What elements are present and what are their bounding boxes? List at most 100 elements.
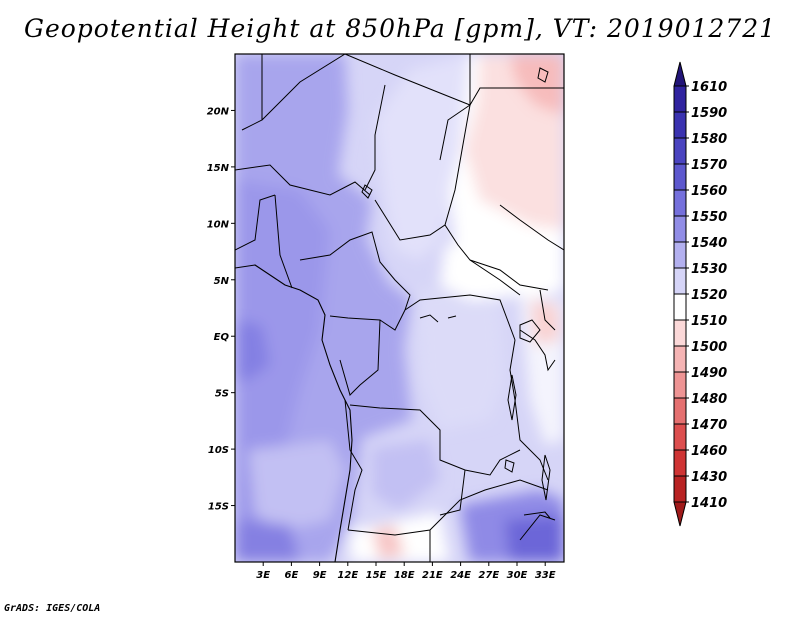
colorbar-swatch — [673, 475, 687, 503]
border-sudan-south — [469, 259, 549, 291]
map-title: Geopotential Height at 850hPa [gpm], VT:… — [23, 14, 777, 43]
colorbar-swatch — [673, 163, 687, 191]
field-chad-light — [375, 54, 470, 260]
lon-tick-label: 9E — [313, 570, 327, 581]
colorbar-swatch — [673, 189, 687, 217]
border-niger-south — [235, 164, 371, 196]
colorbar-swatch — [673, 267, 687, 295]
colorbar-swatch — [673, 449, 687, 477]
border-drc-east — [509, 339, 549, 481]
colorbar-label: 1570 — [691, 158, 727, 173]
colorbar-label: 1540 — [691, 236, 727, 251]
colorbar: 1610 1590 1580 1570 1560 1550 1540 1530 1520 1510… — [673, 61, 727, 527]
border-chad-car — [374, 199, 521, 296]
lat-tick-label: 10N — [207, 219, 230, 230]
border-angola-west — [344, 399, 363, 531]
border-west — [235, 194, 276, 251]
lon-axis: 3E 6E 9E 12E 15E 18E 21E 24E 27E 30E 33E — [256, 562, 556, 581]
colorbar-swatch — [673, 215, 687, 243]
lon-tick-label: 21E — [422, 570, 443, 581]
field-se-dark — [505, 515, 564, 562]
lon-tick-label: 24E — [450, 570, 471, 581]
colorbar-under-arrow — [673, 501, 687, 527]
lon-tick-label: 3E — [256, 570, 270, 581]
border-drc-south — [349, 404, 521, 476]
lake-nasser — [537, 67, 549, 83]
colorbar-swatch — [673, 137, 687, 165]
border-niger-chad — [364, 84, 386, 191]
lon-tick-label: 30E — [507, 570, 528, 581]
river-segment-a — [419, 314, 439, 323]
colorbar-label: 1410 — [691, 496, 727, 511]
lat-tick-label: 15N — [207, 163, 230, 174]
colorbar-label: 1560 — [691, 184, 727, 199]
border-libya-niger — [344, 54, 471, 106]
lake-malawi — [541, 454, 551, 501]
colorbar-label: 1520 — [691, 288, 727, 303]
colorbar-swatch — [673, 345, 687, 373]
colorbar-label: 1480 — [691, 392, 727, 407]
lat-tick-label: 20N — [207, 106, 230, 117]
lon-tick-label: 12E — [337, 570, 358, 581]
colorbar-label: 1590 — [691, 106, 727, 121]
border-angola-south — [347, 479, 549, 536]
lake-victoria — [519, 319, 541, 343]
border-zambezi — [519, 514, 556, 541]
lat-tick-label: 5N — [214, 276, 230, 287]
lake-chad — [361, 184, 373, 199]
colorbar-over-arrow — [673, 61, 687, 87]
colorbar-label: 1500 — [691, 340, 727, 355]
lake-kariba — [523, 511, 551, 519]
lon-tick-label: 15E — [366, 570, 387, 581]
colorbar-label: 1530 — [691, 262, 727, 277]
colorbar-label: 1490 — [691, 366, 727, 381]
field-gabon-dark — [235, 320, 270, 380]
field-zambia-light — [372, 440, 440, 510]
colorbar-swatch — [673, 111, 687, 139]
credit-label: GrADS: IGES/COLA — [4, 603, 101, 614]
border-uganda — [539, 289, 556, 331]
river-segment-b — [447, 315, 457, 319]
border-zambia — [439, 469, 466, 516]
colorbar-swatch — [673, 241, 687, 269]
colorbar-label: 1430 — [691, 470, 727, 485]
colorbar-swatch — [673, 397, 687, 425]
colorbar-label: 1580 — [691, 132, 727, 147]
lake-mweru — [504, 459, 515, 473]
colorbar-swatch — [673, 85, 687, 113]
lat-tick-label: EQ — [214, 332, 230, 343]
field-sw-dark — [235, 520, 300, 562]
border-congo-gabon — [339, 319, 381, 396]
lat-tick-label: 10S — [208, 445, 229, 456]
border-egypt-sudan — [469, 54, 564, 107]
colorbar-swatch — [673, 371, 687, 399]
colorbar-swatch — [673, 293, 687, 321]
colorbar-label: 1550 — [691, 210, 727, 225]
lake-tanganyika — [507, 374, 517, 421]
colorbar-label: 1610 — [691, 80, 727, 95]
lon-tick-label: 33E — [535, 570, 556, 581]
coastline — [235, 264, 353, 562]
border-algeria-niger — [261, 54, 346, 121]
map-frame — [234, 53, 565, 563]
lat-axis: 20N 15N 10N 5N EQ 5S 10S 15S — [207, 106, 235, 513]
border-nigeria-cameroon — [299, 231, 411, 311]
lon-tick-label: 6E — [285, 570, 299, 581]
lon-tick-label: 27E — [478, 570, 499, 581]
border-south-sudan — [499, 204, 564, 251]
border-sudan-inner — [439, 104, 471, 161]
colorbar-label: 1460 — [691, 444, 727, 459]
lon-tick-label: 18E — [394, 570, 415, 581]
border-rwanda — [519, 329, 556, 372]
colorbar-label: 1470 — [691, 418, 727, 433]
field-car-white — [440, 245, 530, 300]
colorbar-label: 1510 — [691, 314, 727, 329]
border-drc-north — [404, 294, 516, 341]
field-south-white — [350, 512, 450, 562]
field-ne-red — [510, 54, 564, 115]
field-angola-light — [248, 440, 345, 530]
border-nigeria-west — [274, 194, 293, 289]
height-field — [235, 54, 564, 562]
border-lines — [235, 54, 564, 562]
